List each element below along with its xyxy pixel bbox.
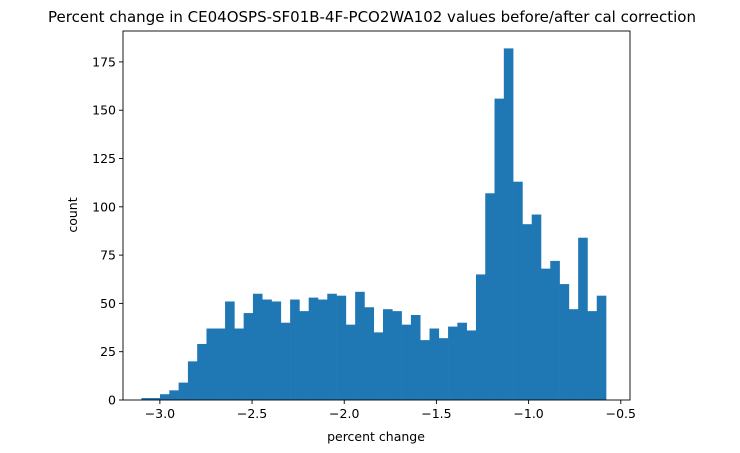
histogram-bar	[485, 193, 495, 400]
histogram-bar	[317, 299, 328, 400]
histogram-bar	[299, 311, 309, 400]
histogram-bar	[373, 332, 384, 400]
chart-title: Percent change in CE04OSPS-SF01B-4F-PCO2…	[48, 8, 696, 26]
histogram-bar	[197, 343, 207, 400]
histogram-bar	[327, 293, 337, 400]
histogram-bar	[540, 268, 551, 400]
histogram-bar	[420, 340, 430, 400]
histogram-bar	[410, 314, 421, 400]
histogram-bar	[383, 309, 393, 400]
histogram-bar	[206, 328, 217, 400]
y-tick-label: 25	[100, 344, 116, 359]
bars-group	[141, 48, 607, 401]
histogram-bar	[252, 293, 263, 400]
x-tick-label: −3.0	[145, 406, 175, 421]
histogram-bar	[559, 284, 570, 400]
y-tick-label: 125	[92, 151, 116, 166]
histogram-bar	[438, 338, 449, 400]
histogram-bar	[141, 398, 152, 400]
x-tick-label: −2.5	[237, 406, 267, 421]
histogram-bar	[513, 181, 523, 400]
histogram-bar	[280, 322, 291, 400]
histogram-bar	[187, 361, 198, 400]
y-axis-label: count	[65, 197, 80, 232]
histogram-bar	[178, 382, 189, 400]
histogram-bar	[475, 274, 486, 400]
histogram-bar	[271, 301, 282, 400]
histogram-bar	[308, 297, 319, 400]
histogram-bar	[234, 328, 244, 400]
x-tick-label: −1.5	[421, 406, 451, 421]
x-axis: −3.0 −2.5 −2.0 −1.5 −1.0 −0.5	[145, 400, 636, 421]
y-tick-label: 75	[100, 248, 116, 263]
histogram-bar	[587, 311, 598, 400]
histogram-bar	[466, 330, 477, 400]
histogram-bar	[169, 390, 179, 400]
histogram-bar	[457, 322, 467, 400]
histogram-bar	[522, 224, 532, 400]
y-tick-label: 50	[100, 296, 116, 311]
histogram-bar	[401, 324, 412, 400]
histogram-bar	[355, 291, 365, 400]
histogram-bar	[160, 394, 170, 400]
histogram-bar	[503, 48, 514, 400]
histogram-bar	[596, 295, 607, 400]
histogram-bar	[392, 311, 402, 400]
y-tick-label: 0	[108, 393, 116, 408]
histogram-bar	[578, 237, 588, 400]
y-tick-label: 175	[92, 54, 116, 69]
histogram-bar	[364, 307, 375, 400]
histogram-bar	[345, 324, 356, 400]
x-tick-label: −1.0	[513, 406, 543, 421]
plot-frame	[122, 30, 631, 401]
histogram-bar	[262, 299, 272, 400]
y-axis: 0 25 50 75 100 125 150 175	[92, 54, 123, 408]
histogram-bar	[150, 398, 161, 400]
x-tick-label: −2.0	[329, 406, 359, 421]
x-tick-label: −0.5	[606, 406, 636, 421]
histogram-bar	[290, 299, 300, 400]
histogram-bar	[225, 301, 235, 400]
histogram-bar	[494, 98, 505, 401]
histogram-bar	[531, 214, 542, 400]
histogram-bar	[448, 326, 458, 400]
histogram-bar	[568, 309, 579, 400]
histogram-bar	[429, 328, 440, 400]
x-axis-label: percent change	[327, 429, 425, 444]
histogram-bar	[336, 295, 347, 400]
histogram-bar	[215, 328, 226, 400]
y-tick-label: 100	[92, 199, 116, 214]
histogram-bar	[243, 313, 254, 400]
histogram-bar	[550, 260, 560, 400]
y-tick-label: 150	[92, 103, 116, 118]
